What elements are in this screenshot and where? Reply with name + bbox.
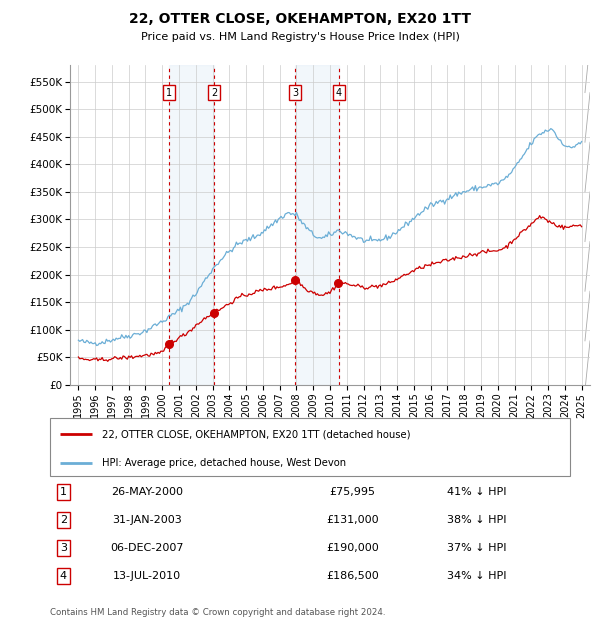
Text: 22, OTTER CLOSE, OKEHAMPTON, EX20 1TT (detached house): 22, OTTER CLOSE, OKEHAMPTON, EX20 1TT (d…	[102, 429, 410, 439]
Text: HPI: Average price, detached house, West Devon: HPI: Average price, detached house, West…	[102, 458, 346, 468]
Text: 13-JUL-2010: 13-JUL-2010	[113, 571, 181, 581]
Text: 22, OTTER CLOSE, OKEHAMPTON, EX20 1TT: 22, OTTER CLOSE, OKEHAMPTON, EX20 1TT	[129, 12, 471, 26]
Text: 4: 4	[336, 87, 342, 97]
Bar	[295, 65, 339, 385]
Text: 1: 1	[60, 487, 67, 497]
Bar	[169, 65, 214, 385]
Text: £186,500: £186,500	[326, 571, 379, 581]
Text: 38% ↓ HPI: 38% ↓ HPI	[447, 515, 506, 525]
Text: £75,995: £75,995	[329, 487, 376, 497]
Text: 1: 1	[166, 87, 172, 97]
Text: 4: 4	[60, 571, 67, 581]
Text: £190,000: £190,000	[326, 543, 379, 553]
FancyBboxPatch shape	[50, 418, 570, 476]
Text: 37% ↓ HPI: 37% ↓ HPI	[447, 543, 506, 553]
Text: 26-MAY-2000: 26-MAY-2000	[111, 487, 183, 497]
Text: Price paid vs. HM Land Registry's House Price Index (HPI): Price paid vs. HM Land Registry's House …	[140, 32, 460, 42]
Text: 3: 3	[292, 87, 298, 97]
Text: 2: 2	[211, 87, 217, 97]
Text: 34% ↓ HPI: 34% ↓ HPI	[447, 571, 506, 581]
Text: £131,000: £131,000	[326, 515, 379, 525]
Text: 3: 3	[60, 543, 67, 553]
Text: 41% ↓ HPI: 41% ↓ HPI	[447, 487, 506, 497]
Text: 06-DEC-2007: 06-DEC-2007	[110, 543, 184, 553]
Text: 2: 2	[60, 515, 67, 525]
Text: 31-JAN-2003: 31-JAN-2003	[112, 515, 182, 525]
Text: Contains HM Land Registry data © Crown copyright and database right 2024.: Contains HM Land Registry data © Crown c…	[50, 608, 386, 617]
